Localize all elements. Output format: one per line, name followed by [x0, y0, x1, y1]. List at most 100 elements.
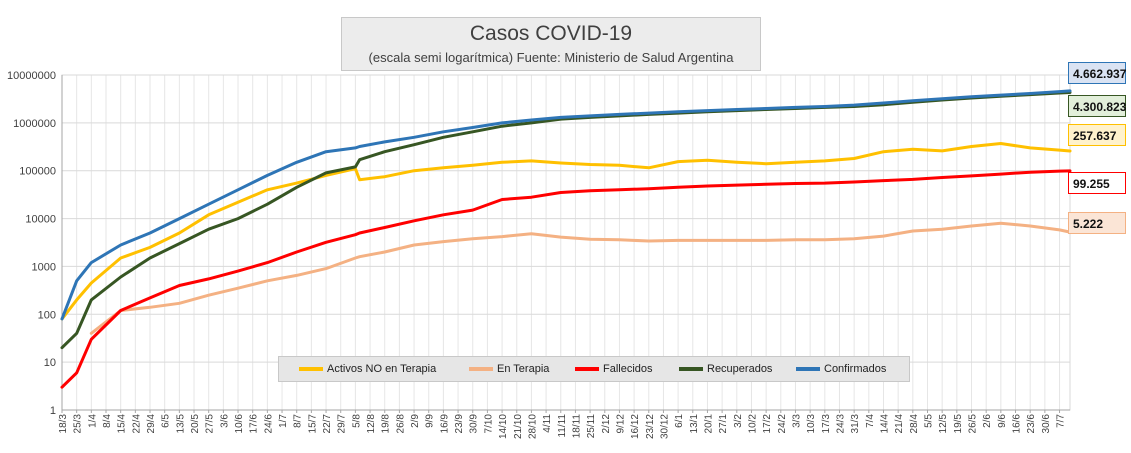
end-label-confirmados-text: 4.662.937 — [1073, 67, 1127, 81]
x-tick-label: 28/4 — [909, 414, 920, 434]
x-tick-label: 29/7 — [337, 414, 348, 434]
x-tick-label: 21/4 — [894, 414, 905, 434]
end-label-activos-text: 257.637 — [1073, 129, 1117, 143]
x-tick-label: 2/9 — [410, 414, 421, 428]
x-tick-label: 15/4 — [117, 414, 128, 434]
x-tick-label: 8/7 — [293, 414, 304, 428]
x-tick-label: 4/11 — [542, 414, 553, 433]
x-tick-label: 3/2 — [733, 414, 744, 428]
x-tick-label: 27/1 — [718, 414, 729, 434]
chart-subtitle: (escala semi logarítmica) Fuente: Minist… — [368, 50, 734, 65]
legend-item-activos: Activos NO en Terapia — [299, 357, 436, 381]
x-tick-label: 9/12 — [615, 414, 626, 434]
x-tick-label: 7/4 — [865, 414, 876, 428]
legend-item-fallecidos: Fallecidos — [575, 357, 653, 381]
x-tick-label: 22/7 — [322, 414, 333, 434]
y-tick-label: 10 — [44, 357, 56, 369]
x-tick-label: 30/6 — [1041, 414, 1052, 434]
y-tick-label: 100000 — [19, 166, 56, 178]
x-tick-label: 9/9 — [425, 414, 436, 428]
x-tick-label: 27/5 — [205, 414, 216, 434]
x-tick-label: 25/3 — [73, 414, 84, 434]
y-tick-label: 100 — [38, 309, 56, 321]
legend-swatch-recuperados — [679, 367, 703, 372]
x-tick-label: 10/2 — [747, 414, 758, 434]
x-tick-label: 22/4 — [131, 414, 142, 434]
x-tick-label: 2/12 — [601, 414, 612, 434]
x-tick-label: 18/11 — [571, 414, 582, 439]
x-tick-label: 14/10 — [498, 414, 509, 439]
x-tick-label: 26/8 — [395, 414, 406, 434]
x-tick-label: 17/6 — [249, 414, 260, 434]
legend-item-terapia: En Terapia — [469, 357, 549, 381]
legend-item-recuperados: Recuperados — [679, 357, 772, 381]
series-line-2 — [60, 169, 1072, 389]
x-tick-label: 7/10 — [483, 414, 494, 434]
end-label-confirmados: 4.662.937 — [1068, 62, 1126, 84]
end-label-recuperados-text: 4.300.823 — [1073, 100, 1127, 114]
x-tick-label: 18/3 — [58, 414, 69, 434]
x-tick-label: 26/5 — [968, 414, 979, 434]
x-tick-label: 31/3 — [850, 414, 861, 434]
x-tick-label: 2/6 — [982, 414, 993, 428]
x-tick-label: 16/9 — [439, 414, 450, 434]
y-tick-label: 10000 — [25, 214, 56, 226]
x-tick-label: 13/1 — [689, 414, 700, 434]
series-line-1 — [89, 221, 1072, 335]
x-tick-label: 12/8 — [366, 414, 377, 434]
series-line-0 — [60, 142, 1072, 321]
x-tick-label: 17/3 — [821, 414, 832, 434]
legend-label-terapia: En Terapia — [497, 363, 550, 375]
x-tick-label: 8/4 — [102, 414, 113, 428]
x-tick-label: 23/12 — [645, 414, 656, 439]
series-line-3 — [60, 91, 1072, 350]
x-tick-label: 14/4 — [879, 414, 890, 434]
x-tick-label: 17/2 — [762, 414, 773, 434]
x-tick-label: 19/8 — [381, 414, 392, 434]
x-tick-label: 20/5 — [190, 414, 201, 434]
x-tick-label: 5/5 — [923, 414, 934, 428]
chart-title-box: Casos COVID-19 (escala semi logarítmica)… — [341, 17, 761, 71]
x-tick-label: 1/7 — [278, 414, 289, 428]
legend-label-recuperados: Recuperados — [707, 363, 773, 375]
x-tick-label: 1/4 — [87, 414, 98, 428]
x-tick-label: 15/7 — [307, 414, 318, 434]
y-tick-label: 10000000 — [7, 70, 56, 82]
x-tick-label: 23/6 — [1026, 414, 1037, 434]
x-tick-label: 24/2 — [777, 414, 788, 434]
x-tick-label: 30/12 — [659, 414, 670, 439]
x-tick-label: 7/7 — [1056, 414, 1067, 428]
end-label-fallecidos-text: 99.255 — [1073, 177, 1110, 191]
end-label-activos: 257.637 — [1068, 124, 1126, 146]
x-tick-label: 5/8 — [351, 414, 362, 428]
x-tick-label: 16/6 — [1012, 414, 1023, 434]
y-tick-label: 1000 — [32, 261, 56, 273]
legend: Activos NO en Terapia En Terapia Falleci… — [278, 356, 910, 382]
series-line-4 — [60, 89, 1072, 321]
x-tick-label: 6/5 — [161, 414, 172, 428]
x-tick-label: 12/5 — [938, 414, 949, 434]
x-tick-label: 13/5 — [175, 414, 186, 434]
plot-area — [61, 74, 1071, 411]
x-tick-label: 16/12 — [630, 414, 641, 439]
x-tick-label: 11/11 — [557, 414, 568, 438]
legend-swatch-fallecidos — [575, 367, 599, 372]
legend-swatch-activos — [299, 367, 323, 372]
x-tick-label: 3/3 — [791, 414, 802, 428]
x-tick-label: 10/3 — [806, 414, 817, 434]
y-tick-label: 1 — [50, 405, 56, 417]
x-tick-label: 6/1 — [674, 414, 685, 428]
legend-label-confirmados: Confirmados — [824, 363, 887, 375]
chart-title: Casos COVID-19 — [469, 22, 633, 45]
x-tick-label: 28/10 — [527, 414, 538, 439]
x-tick-label: 25/11 — [586, 414, 597, 439]
end-label-terapia: 5.222 — [1068, 212, 1126, 234]
x-tick-label: 10/6 — [234, 414, 245, 434]
end-label-recuperados: 4.300.823 — [1068, 95, 1126, 117]
x-tick-label: 29/4 — [146, 414, 157, 434]
legend-swatch-confirmados — [796, 367, 820, 372]
x-tick-label: 24/3 — [835, 414, 846, 434]
legend-label-fallecidos: Fallecidos — [603, 363, 653, 375]
